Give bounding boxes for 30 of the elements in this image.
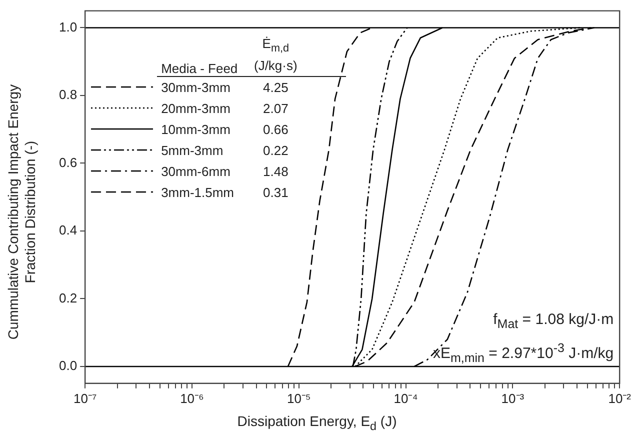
legend-label: 30mm-6mm	[160, 163, 232, 182]
x-tick-label: 10⁻⁴	[394, 390, 418, 406]
x-tick-label: 10⁻⁵	[286, 390, 311, 406]
y-tick-label: 0.4	[58, 222, 78, 238]
annotation: xE$_{m,min}$ = 2.97*10$^{-3}$ J·m/kg	[432, 341, 614, 366]
legend-label: 30mm-3mm	[160, 79, 232, 98]
y-tick-label: 0.2	[58, 290, 78, 306]
legend-label: 10mm-3mm	[160, 121, 232, 140]
annotation: 0.31	[262, 184, 290, 202]
x-tick-label: 10⁻⁶	[180, 390, 204, 406]
annotation: Ė$_{m,d}$ (J/kg·s)	[242, 34, 346, 77]
y-tick-label: 0.0	[58, 358, 78, 374]
y-axis-title: Cummulative Contributing Impact Energy Fraction Distribution (-)	[5, 83, 39, 342]
x-tick-label: 10⁻³	[501, 390, 525, 406]
x-axis-title: Dissipation Energy, E$_{d}$ (J)	[236, 413, 398, 433]
y-tick-label: 0.8	[58, 87, 78, 102]
annotation: 0.22	[262, 142, 290, 160]
annotation: 0.66	[262, 121, 290, 140]
legend-label: 5mm-3mm	[160, 142, 224, 160]
annotation: 4.25	[262, 79, 290, 98]
x-tick-label: 10⁻²	[608, 390, 632, 406]
y-tick-label: 1.0	[58, 19, 78, 34]
x-tick-label: 10⁻⁷	[73, 390, 97, 406]
annotation: 1.48	[262, 163, 290, 182]
annotation: 2.07	[262, 100, 290, 118]
y-tick-label: 0.6	[58, 154, 78, 170]
legend-label: 20mm-3mm	[160, 100, 232, 118]
annotation: f$_{Mat}$ = 1.08 kg/J·m	[493, 311, 614, 332]
legend-title: Media - Feed	[157, 34, 242, 77]
legend-label: 3mm-1.5mm	[160, 184, 236, 202]
